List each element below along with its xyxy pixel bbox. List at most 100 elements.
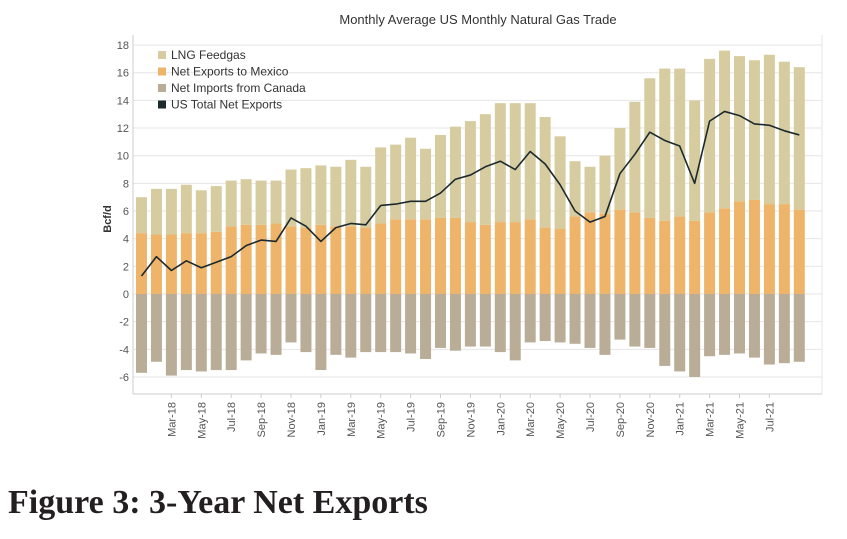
bar-mexico [674,216,686,294]
legend-canada-label: Net Imports from Canada [171,81,306,95]
bar-mexico [793,209,805,294]
bar-mexico [479,224,491,294]
bar-mexico [270,223,282,294]
bar-lng [240,179,252,225]
bar-mexico [435,217,446,294]
legend-total-label: US Total Net Exports [171,98,282,112]
y-tick-label: 10 [117,151,129,163]
bar-canada [225,294,237,371]
bar-mexico [644,217,656,294]
bar-canada [674,294,686,372]
bar-lng [509,103,521,223]
bar-mexico [734,201,745,294]
bar-canada [449,294,461,351]
bar-lng [315,165,327,225]
bar-mexico [689,220,701,294]
bar-lng [270,180,282,224]
x-tick-label: May-18 [196,402,208,439]
bar-lng [195,190,207,234]
x-tick-label: May-21 [735,402,747,439]
bar-lng [494,103,506,223]
bar-canada [614,294,626,340]
legend-canada-swatch [158,84,166,92]
bar-mexico [509,222,521,294]
bar-mexico [614,209,626,294]
bar-mexico [464,222,476,294]
x-tick-label: May-19 [376,402,388,439]
bar-lng [644,78,656,218]
x-tick-label: Jan-19 [316,402,328,436]
bar-mexico [763,204,775,294]
bar-mexico [569,216,581,294]
bar-canada [195,294,207,372]
bar-lng [345,159,357,227]
bar-lng [599,155,611,214]
bar-lng [539,116,551,228]
bar-lng [150,188,162,235]
bars [136,50,805,377]
y-tick-label: 2 [123,261,129,273]
bar-canada [345,294,357,358]
bar-mexico [300,227,312,294]
bar-canada [180,294,192,371]
bar-canada [629,294,641,347]
net-exports-line [140,110,800,277]
legend: LNG Feedgas Net Exports to Mexico Net Impo… [158,48,306,112]
bar-lng [554,136,566,229]
bar-mexico [599,213,611,294]
figure-caption: Figure 3: 3-Year Net Exports [8,484,428,521]
x-tick-label: Mar-19 [346,402,358,437]
bar-lng [763,54,775,205]
bar-mexico [240,224,252,294]
bar-lng [390,144,402,220]
bar-lng [420,148,432,220]
bar-mexico [494,222,506,294]
chart: Monthly Average US Monthly Natural Gas T… [102,12,823,439]
x-tick-label: Sep-19 [436,402,448,437]
bar-lng [285,169,297,227]
bar-lng [435,134,446,218]
bar-mexico [449,217,461,294]
bar-canada [494,294,506,353]
bar-lng [375,147,387,224]
bar-lng [405,137,417,220]
bar-mexico [748,199,760,294]
bar-lng [569,161,581,217]
bar-mexico [195,233,207,294]
bar-mexico [315,224,327,294]
y-tick-label: 16 [117,68,129,80]
bar-lng [524,103,536,220]
bar-canada [420,294,432,360]
bar-lng [360,166,372,228]
y-tick-label: 4 [123,234,129,246]
bar-canada [569,294,581,344]
x-tick-label: Sep-20 [615,402,627,437]
bar-mexico [719,208,731,294]
bar-lng [449,126,461,218]
bar-mexico [584,212,596,294]
bar-canada [375,294,387,353]
bar-lng [778,61,790,205]
bar-lng [136,197,147,234]
bar-lng [614,128,626,210]
x-tick-label: Jan-20 [495,402,507,436]
x-tick-label: Sep-18 [256,402,268,437]
bar-lng [479,114,491,225]
bar-canada [150,294,162,362]
bar-lng [330,166,342,227]
bar-lng [674,68,686,217]
bar-lng [584,166,596,213]
bar-canada [435,294,446,348]
bar-lng [659,68,671,221]
bar-canada [270,294,282,355]
legend-lng-label: LNG Feedgas [171,48,246,62]
bar-lng [464,121,476,223]
bar-mexico [345,226,357,294]
bar-canada [136,294,147,373]
y-tick-label: 12 [117,123,129,135]
legend-total-swatch [158,100,166,109]
bar-canada [539,294,551,342]
x-tick-label: May-20 [555,402,567,439]
x-tick-label: Mar-21 [705,402,717,437]
bar-lng [629,101,641,213]
